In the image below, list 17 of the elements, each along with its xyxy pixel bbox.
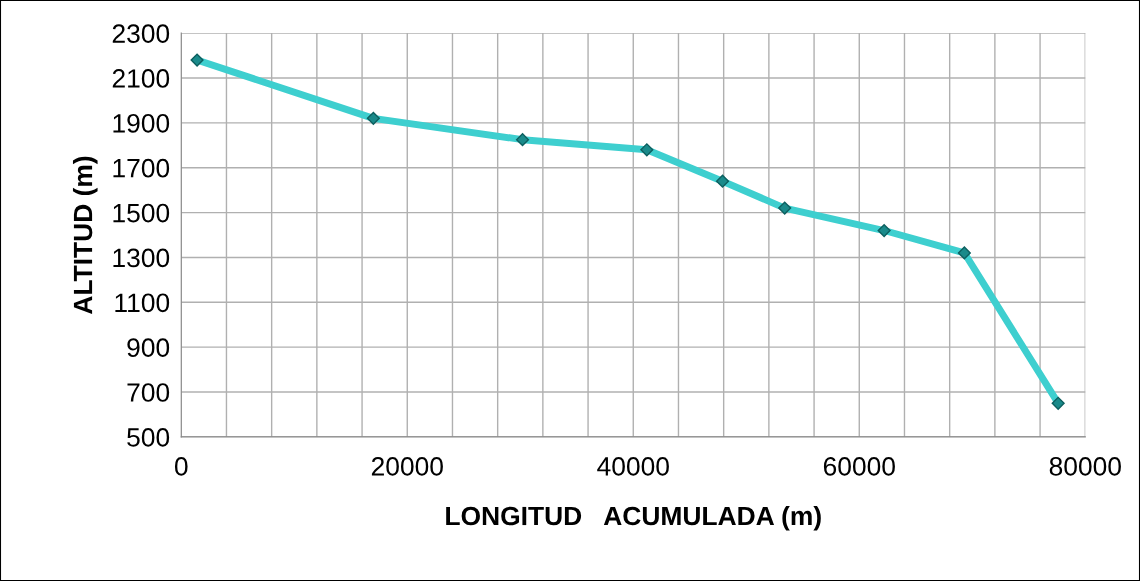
y-tick-label: 1900 xyxy=(113,113,170,133)
y-tick-label: 1500 xyxy=(113,203,170,223)
y-tick-label: 2100 xyxy=(112,69,170,88)
y-axis-title: ALTITUD (m) xyxy=(72,156,98,314)
y-tick-label: 500 xyxy=(127,428,170,447)
x-tick-label: 80000 xyxy=(1049,457,1121,476)
y-tick-label: 1700 xyxy=(113,158,170,178)
y-tick-label: 1300 xyxy=(113,248,170,268)
y-tick-label: 900 xyxy=(127,338,170,357)
y-tick-label: 700 xyxy=(127,383,170,402)
x-tick-label: 40000 xyxy=(597,457,669,476)
x-tick-label: 0 xyxy=(174,457,188,476)
x-axis-title: LONGITUD ACUMULADA (m) xyxy=(446,505,821,531)
x-tick-label: 60000 xyxy=(823,457,895,476)
y-tick-label: 1100 xyxy=(115,293,170,313)
x-tick-label: 20000 xyxy=(371,457,443,476)
y-tick-label: 2300 xyxy=(112,24,170,43)
